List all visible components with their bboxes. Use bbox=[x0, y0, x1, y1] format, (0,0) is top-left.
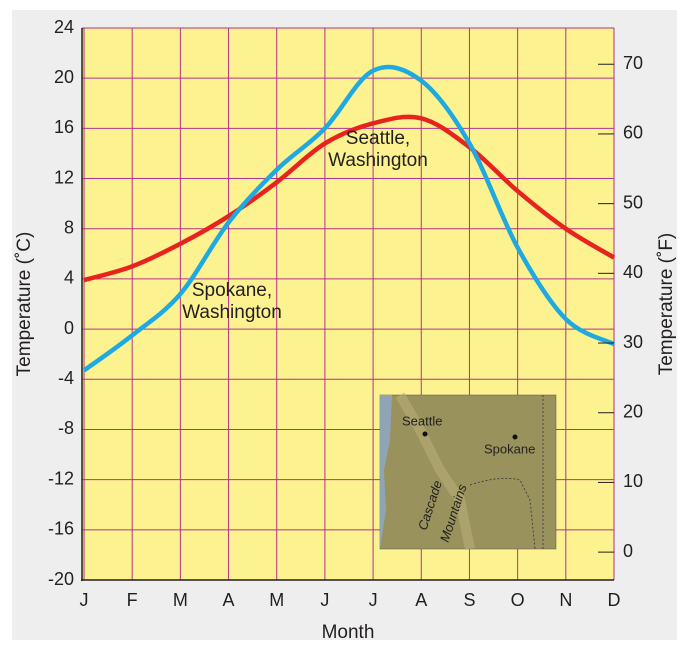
y2-tick-label: 0 bbox=[623, 541, 633, 561]
x-tick-label: J bbox=[320, 590, 329, 610]
y2-tick-label: 50 bbox=[623, 192, 643, 212]
x-tick-label: A bbox=[415, 590, 427, 610]
page: Seattle Spokane Cascade Mountains Temper… bbox=[0, 0, 689, 647]
y2-tick-label: 30 bbox=[623, 332, 643, 352]
map-label: Spokane bbox=[484, 441, 535, 456]
y-tick-label: 20 bbox=[54, 67, 74, 87]
y-axis-title: Temperature (˚C) bbox=[14, 232, 35, 377]
map-inset: Seattle Spokane Cascade Mountains bbox=[380, 395, 556, 549]
y2-axis-title: Temperature (˚F) bbox=[656, 233, 677, 376]
x-tick-label: N bbox=[559, 590, 572, 610]
y-tick-label: 0 bbox=[64, 318, 74, 338]
y-tick-label: 12 bbox=[54, 167, 74, 187]
y-tick-label: -12 bbox=[48, 468, 74, 488]
y-tick-label: 24 bbox=[54, 17, 74, 37]
map-label: Seattle bbox=[402, 413, 442, 428]
chart: Seattle Spokane Cascade Mountains Temper… bbox=[0, 0, 689, 647]
y2-tick-label: 70 bbox=[623, 53, 643, 73]
x-tick-label: F bbox=[127, 590, 138, 610]
x-tick-label: S bbox=[463, 590, 475, 610]
y-tick-label: 4 bbox=[64, 268, 74, 288]
x-tick-label: A bbox=[223, 590, 235, 610]
y2-tick-label: 20 bbox=[623, 401, 643, 421]
x-tick-label: D bbox=[608, 590, 621, 610]
x-tick-label: J bbox=[369, 590, 378, 610]
y2-tick-label: 60 bbox=[623, 123, 643, 143]
x-tick-label: J bbox=[80, 590, 89, 610]
x-tick-label: M bbox=[269, 590, 284, 610]
series-label: Seattle, Washington bbox=[313, 128, 443, 172]
y-tick-label: 16 bbox=[54, 117, 74, 137]
x-tick-label: O bbox=[511, 590, 525, 610]
series-label: Spokane, Washington bbox=[167, 280, 297, 324]
y2-tick-label: 10 bbox=[623, 471, 643, 491]
y-tick-label: -8 bbox=[58, 418, 74, 438]
y-tick-label: -20 bbox=[48, 569, 74, 589]
y-tick-label: 8 bbox=[64, 217, 74, 237]
y-tick-label: -4 bbox=[58, 368, 74, 388]
x-axis-title: Month bbox=[322, 622, 375, 643]
x-tick-label: M bbox=[173, 590, 188, 610]
y-tick-label: -16 bbox=[48, 519, 74, 539]
y2-tick-label: 40 bbox=[623, 262, 643, 282]
